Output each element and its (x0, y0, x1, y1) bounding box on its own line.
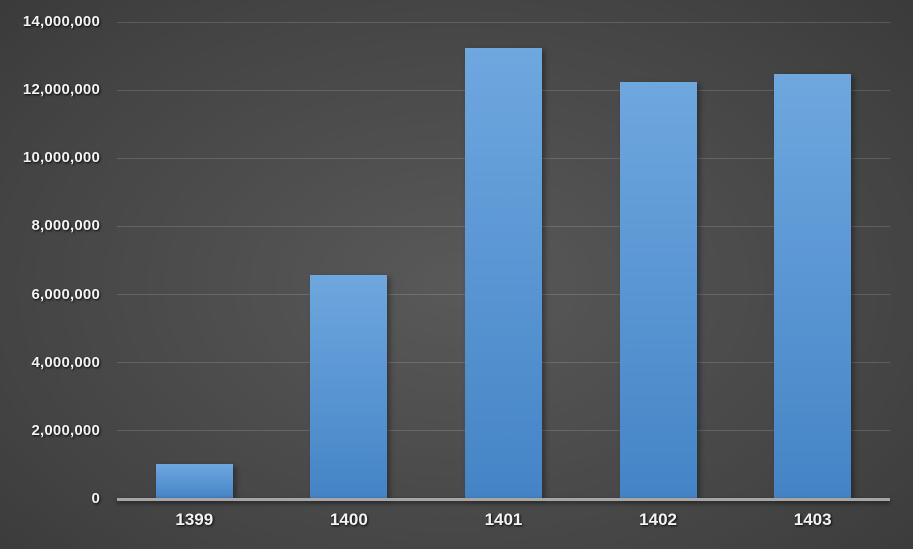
y-axis-tick-label: 14,000,000 (22, 13, 100, 30)
bar-1399 (155, 463, 233, 498)
bar-1402 (619, 82, 697, 498)
bar-1400 (310, 274, 388, 498)
bar-1401 (465, 48, 542, 498)
x-axis-category-label: 1400 (329, 510, 368, 529)
bar-1403 (774, 73, 852, 498)
y-axis-tick-label: 4,000,000 (31, 353, 100, 371)
y-axis-tick-label: 10,000,000 (22, 149, 100, 167)
gridline (117, 21, 890, 23)
x-axis-line (117, 498, 890, 501)
y-axis-tick-label: 0 (91, 490, 100, 507)
x-axis-category-label: 1402 (639, 510, 677, 529)
x-axis-category-label: 1399 (175, 510, 214, 529)
y-axis-tick-label: 8,000,000 (31, 217, 100, 235)
y-axis-tick-label: 6,000,000 (31, 285, 100, 303)
y-axis-tick-label: 2,000,000 (31, 421, 100, 439)
x-axis-category-label: 1401 (484, 510, 523, 529)
y-axis-tick-label: 12,000,000 (22, 81, 100, 99)
x-axis-category-label: 1403 (793, 510, 832, 529)
